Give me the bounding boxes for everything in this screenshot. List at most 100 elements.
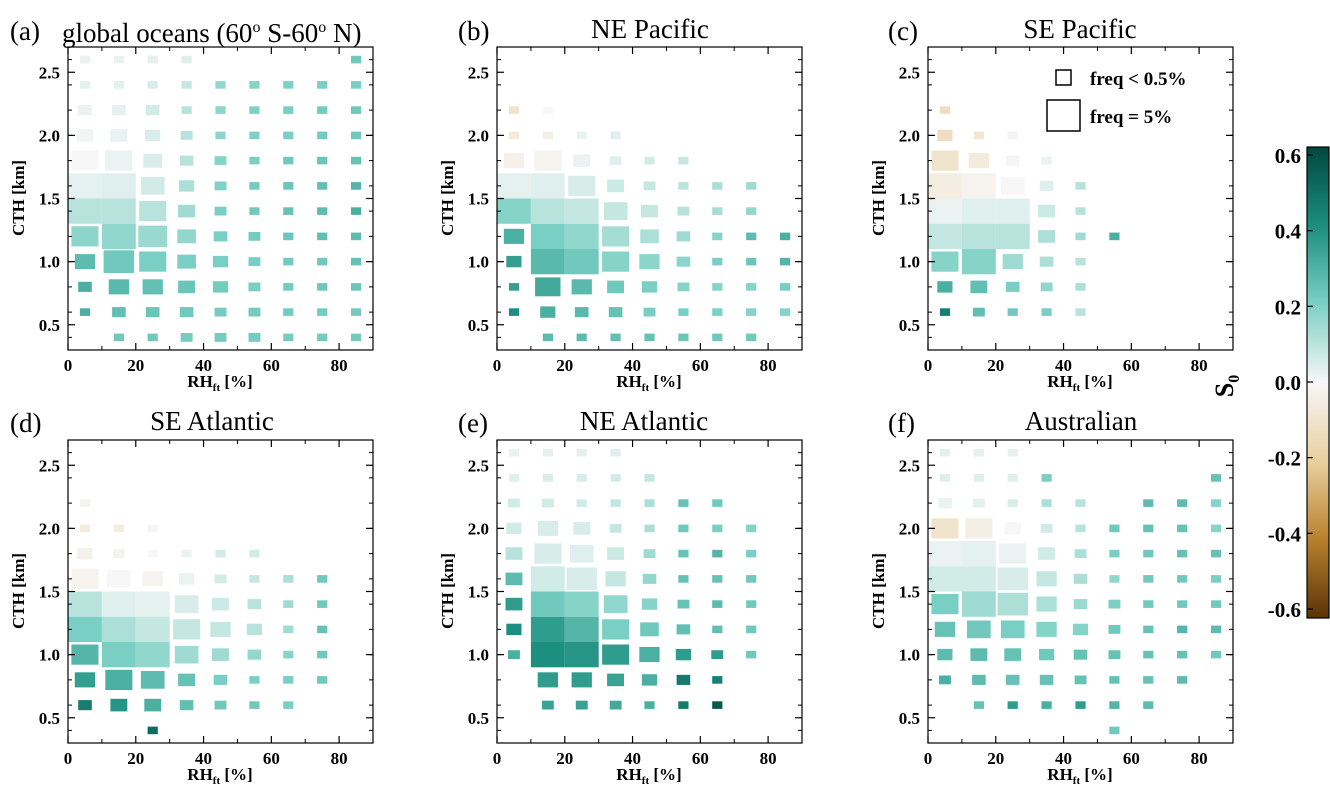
cell [712,257,723,266]
y-tick-label: 1.0 [39,253,60,272]
y-tick-label: 1.0 [39,646,60,665]
cell [248,307,261,317]
panel-d-ticks: 0 20 40 60 80 0.5 1.0 1.5 2.0 2.5 [39,440,373,768]
cell [1038,547,1055,560]
cell [643,549,656,558]
x-tick-label: 60 [692,749,709,768]
cell [79,524,91,533]
cell [1075,232,1086,241]
panel-e-title: NE Atlantic [580,406,708,436]
panel-b-title: NE Pacific [591,14,709,44]
panel-e-letter: (e) [458,408,488,438]
cell [1002,254,1023,270]
cell [541,700,554,710]
cell [147,549,158,558]
cell [999,543,1027,564]
cell [248,282,261,292]
cell [212,648,229,661]
cell [139,251,167,272]
cell [317,308,328,316]
cell [609,524,622,533]
cell [939,308,951,316]
cell [71,568,99,589]
colorbar-tick-label: 0.2 [1275,295,1301,319]
cell [928,223,962,250]
cell [1075,701,1086,709]
cell [139,201,167,222]
cell [937,648,953,661]
y-tick-label: 1.0 [899,253,920,272]
cell [1075,308,1086,316]
cell [249,182,260,190]
panel-b: (b) NE Pacific 0 20 40 60 800.51.01.52.02.5 … [438,14,803,394]
cell [746,625,757,634]
cell [179,700,194,711]
cell [77,547,93,560]
cell [939,675,951,685]
cell [103,250,135,273]
cell [497,198,531,224]
cell [640,229,659,244]
cell [249,207,260,215]
cell [505,572,523,586]
panel-b-letter: (b) [458,16,489,46]
cell [1007,448,1018,457]
cell [74,672,96,688]
panel-f-letter: (f) [888,408,915,438]
cell [180,333,193,342]
cell [317,333,328,342]
cell [249,106,260,114]
y-tick-label: 1.5 [899,190,920,209]
cell [1109,701,1120,709]
x-tick-label: 40 [1055,749,1072,768]
cell [542,333,553,342]
cell [283,106,294,114]
cell [972,498,985,508]
cell [712,575,723,583]
y-tick-label: 2.5 [39,63,60,82]
cell [1075,257,1086,266]
cell [246,623,262,636]
panel-b-ticks: 0 20 40 60 80 0.5 1.0 1.5 2.0 2.5 [468,47,802,375]
cell [351,81,362,89]
cell [608,307,623,318]
cell [937,281,953,293]
panel-a-letter: (a) [10,16,40,46]
x-tick-label: 20 [987,356,1004,375]
cell [961,591,996,617]
cell [607,280,624,294]
cell [576,131,587,140]
cell [101,591,136,617]
panel-c-letter: (c) [888,16,918,46]
cell [317,625,328,634]
y-tick-label: 0.5 [899,316,920,335]
cell [351,308,362,316]
cell [712,499,723,507]
cell [968,153,989,169]
cell [937,129,953,142]
panel-f: (f) Australian 0 20 40 60 800.51.01.52.02.5 … [869,406,1234,787]
x-tick-label: 40 [624,356,641,375]
cell [351,283,362,291]
cell [508,308,520,316]
cell [746,575,757,583]
cell [179,307,194,318]
cell [247,599,262,610]
cell [712,308,723,316]
cell [508,474,520,482]
cell [317,283,328,291]
cell [317,131,328,140]
cell [214,206,227,216]
cell [569,544,594,563]
cell [1074,675,1087,685]
cell [675,648,691,661]
cell [712,701,723,709]
legend-small-square [1055,69,1072,86]
cell [248,257,261,266]
cell [1039,648,1055,661]
cell [351,232,362,241]
y-tick-label: 2.0 [39,519,60,538]
cell [678,524,689,533]
cell [541,498,554,508]
cell [1041,474,1052,482]
